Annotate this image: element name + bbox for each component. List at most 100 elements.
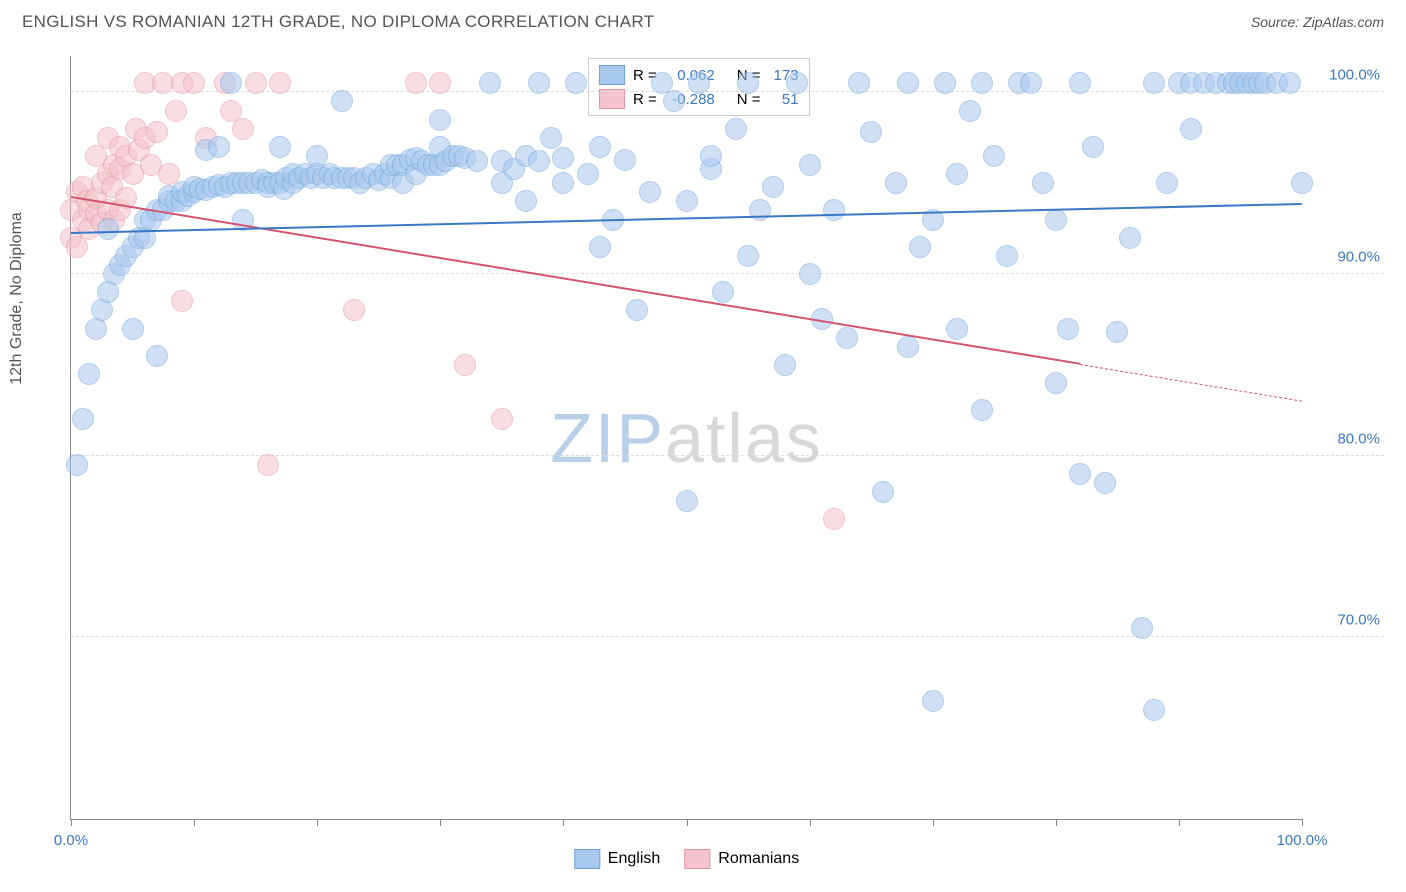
point-english [528,72,550,94]
point-english [1020,72,1042,94]
point-english [1119,227,1141,249]
point-english [983,145,1005,167]
x-tick-label: 100.0% [1277,832,1328,849]
point-english [1291,172,1313,194]
point-english [220,72,242,94]
point-romanian [405,72,427,94]
point-english [1156,172,1178,194]
point-english [836,327,858,349]
point-romanian [491,408,513,430]
point-romanian [146,121,168,143]
point-english [922,690,944,712]
point-romanian [454,354,476,376]
point-english [1069,72,1091,94]
point-english [528,150,550,172]
point-english [996,245,1018,267]
point-english [737,72,759,94]
point-english [565,72,587,94]
watermark-part1: ZIP [550,399,665,477]
point-english [712,281,734,303]
trendline-romanian [1080,364,1302,402]
point-romanian [165,100,187,122]
point-english [577,163,599,185]
x-tick [810,819,811,826]
x-tick [1179,819,1180,826]
point-english [799,154,821,176]
point-english [799,263,821,285]
point-english [589,236,611,258]
gridline [71,273,1384,274]
point-english [1131,617,1153,639]
point-english [429,109,451,131]
point-english [479,72,501,94]
legend-item-english: English [574,849,660,869]
swatch-english [574,849,600,869]
x-tick-label: 0.0% [54,832,88,849]
point-english [848,72,870,94]
bottom-legend: English Romanians [574,849,799,869]
x-tick [1056,819,1057,826]
point-english [1032,172,1054,194]
point-english [97,218,119,240]
point-english [146,345,168,367]
legend-item-romanian: Romanians [684,849,799,869]
point-english [122,318,144,340]
point-english [725,118,747,140]
x-tick [687,819,688,826]
point-romanian [343,299,365,321]
r-label: R = [633,91,657,108]
point-english [589,136,611,158]
gridline [71,636,1384,637]
point-english [786,72,808,94]
point-english [331,90,353,112]
point-english [762,176,784,198]
point-english [774,354,796,376]
chart-container: 12th Grade, No Diploma ZIPatlas R = 0.06… [22,48,1384,876]
point-english [823,199,845,221]
point-romanian [171,290,193,312]
point-english [1082,136,1104,158]
legend-label-english: English [608,850,660,868]
swatch-romanian [684,849,710,869]
point-romanian [269,72,291,94]
watermark-part2: atlas [665,399,823,477]
x-tick [194,819,195,826]
legend-label-romanian: Romanians [718,850,799,868]
point-english [1143,72,1165,94]
point-english [1094,472,1116,494]
point-english [946,318,968,340]
y-tick-label: 70.0% [1337,612,1380,629]
point-english [208,136,230,158]
point-english [749,199,771,221]
point-english [466,150,488,172]
point-english [909,236,931,258]
x-tick [933,819,934,826]
point-english [1069,463,1091,485]
x-tick [440,819,441,826]
point-english [639,181,661,203]
chart-title: ENGLISH VS ROMANIAN 12TH GRADE, NO DIPLO… [22,12,654,32]
y-tick-label: 80.0% [1337,430,1380,447]
point-english [1279,72,1301,94]
point-english [663,90,685,112]
point-english [676,490,698,512]
y-tick-label: 100.0% [1329,67,1380,84]
y-axis-label: 12th Grade, No Diploma [8,212,26,385]
point-romanian [823,508,845,530]
point-english [688,72,710,94]
x-tick [563,819,564,826]
point-english [515,190,537,212]
point-romanian [183,72,205,94]
point-english [1045,372,1067,394]
x-tick [1302,819,1303,826]
point-english [78,363,100,385]
point-english [1106,321,1128,343]
point-english [934,72,956,94]
point-romanian [232,118,254,140]
point-english [959,100,981,122]
point-english [1143,699,1165,721]
point-english [1057,318,1079,340]
swatch-english [599,65,625,85]
point-romanian [429,72,451,94]
point-english [897,336,919,358]
